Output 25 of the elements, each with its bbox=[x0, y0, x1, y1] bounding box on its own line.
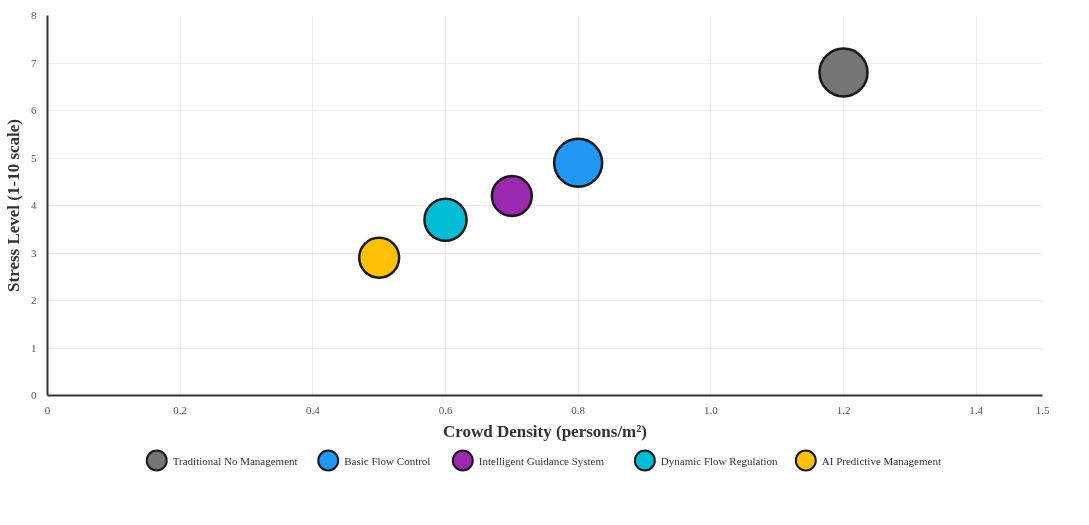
y-axis-title: Stress Level (1-10 scale) bbox=[4, 119, 23, 292]
x-tick-label: 1.4 bbox=[969, 403, 984, 416]
y-tick-label: 7 bbox=[31, 56, 37, 69]
x-tick-label: 0 bbox=[44, 403, 51, 416]
y-tick-label: 4 bbox=[31, 199, 37, 211]
legend-label: Intelligent Guidance System bbox=[478, 454, 605, 467]
x-tick-label: 1.2 bbox=[836, 403, 851, 416]
x-tick-label: 0.8 bbox=[571, 403, 586, 416]
x-tick-label: 1.0 bbox=[703, 403, 719, 416]
y-tick-label: 8 bbox=[31, 9, 37, 21]
x-axis-title: Crowd Density (persons/m²) bbox=[442, 421, 648, 441]
y-tick-label: 5 bbox=[31, 151, 37, 164]
legend-label: Dynamic Flow Regulation bbox=[660, 454, 779, 467]
y-tick-label: 0 bbox=[31, 389, 37, 401]
x-tick-label: 0.6 bbox=[438, 403, 453, 416]
x-tick-label: 0.2 bbox=[173, 403, 188, 416]
legend-label: Traditional No Management bbox=[172, 454, 298, 467]
y-tick-label: 2 bbox=[31, 294, 37, 306]
y-tick-label: 3 bbox=[31, 246, 37, 259]
y-tick-label: 6 bbox=[31, 104, 37, 116]
legend-label: Basic Flow Control bbox=[344, 454, 431, 467]
x-tick-label: 0.4 bbox=[305, 403, 321, 416]
y-tick-label: 1 bbox=[31, 341, 37, 354]
x-tick-label: 1.5 bbox=[1035, 403, 1050, 416]
legend-label: AI Predictive Management bbox=[821, 454, 941, 467]
